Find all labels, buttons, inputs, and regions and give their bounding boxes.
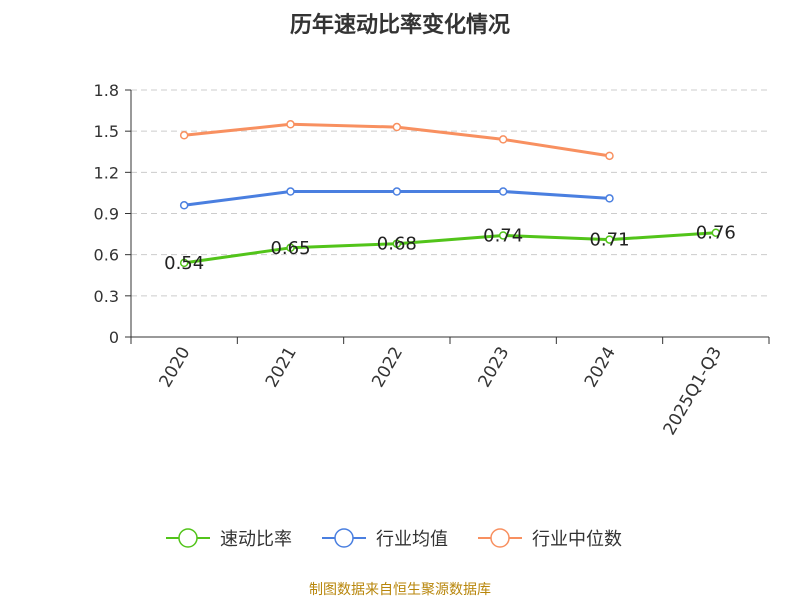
- y-tick-label: 1.5: [94, 122, 119, 141]
- y-tick-label: 1.2: [94, 163, 119, 182]
- y-tick-label: 0.3: [94, 287, 119, 306]
- y-tick-label: 0.6: [94, 246, 119, 265]
- y-tick-label: 1.8: [94, 81, 119, 100]
- data-point: [179, 131, 189, 140]
- legend-marker-icon: [178, 528, 198, 548]
- data-point: [498, 187, 508, 196]
- series-line-quick-ratio: [183, 231, 716, 265]
- data-point: [498, 231, 508, 240]
- data-point: [392, 187, 402, 196]
- x-tick-label: 2024: [581, 344, 620, 391]
- chart-title: 历年速动比率变化情况: [290, 12, 510, 38]
- data-label: 0.71: [589, 230, 629, 251]
- legend-item[interactable]: 行业中位数: [478, 528, 622, 550]
- data-label: 0.74: [483, 225, 523, 246]
- data-point: [286, 187, 295, 196]
- data-point: [286, 120, 295, 129]
- y-tick-label: 0: [109, 328, 119, 347]
- legend-item[interactable]: 速动比率: [166, 528, 292, 550]
- data-point: [179, 258, 189, 268]
- data-labels: 0.54 0.65 0.68 0.74 0.71 0.76: [164, 223, 736, 274]
- data-point: [605, 194, 614, 203]
- legend-label: 速动比率: [220, 529, 292, 550]
- data-label: 0.54: [164, 253, 204, 274]
- data-point: [605, 151, 614, 161]
- legend-item[interactable]: 行业均值: [322, 528, 448, 550]
- x-tick-label: 2023: [475, 343, 514, 390]
- y-tick-label: 0.9: [94, 205, 119, 224]
- legend-marker-icon: [334, 528, 354, 548]
- legend-label: 行业中位数: [532, 529, 622, 550]
- data-label: 0.65: [270, 238, 310, 259]
- data-point: [392, 239, 402, 248]
- x-tick-label: 2020: [156, 344, 195, 391]
- x-tick-label: 2021: [262, 344, 301, 391]
- data-point: [711, 228, 721, 237]
- data-label: 0.76: [696, 223, 736, 244]
- data-label: 0.68: [377, 234, 417, 255]
- source-note: 制图数据来自恒生聚源数据库: [309, 582, 491, 598]
- data-point: [286, 243, 295, 253]
- x-tick-label: 2022: [368, 344, 407, 391]
- data-point: [498, 135, 508, 144]
- data-point: [392, 122, 402, 132]
- x-tick-label: 2025Q1-Q3: [660, 344, 727, 439]
- series-lines: [179, 120, 721, 268]
- legend[interactable]: 速动比率 行业均值 行业中位数: [166, 528, 622, 550]
- legend-label: 行业均值: [376, 529, 448, 550]
- legend-marker-icon: [490, 528, 510, 548]
- grid-lines: [131, 89, 769, 297]
- data-point: [605, 235, 614, 244]
- data-point: [179, 201, 189, 210]
